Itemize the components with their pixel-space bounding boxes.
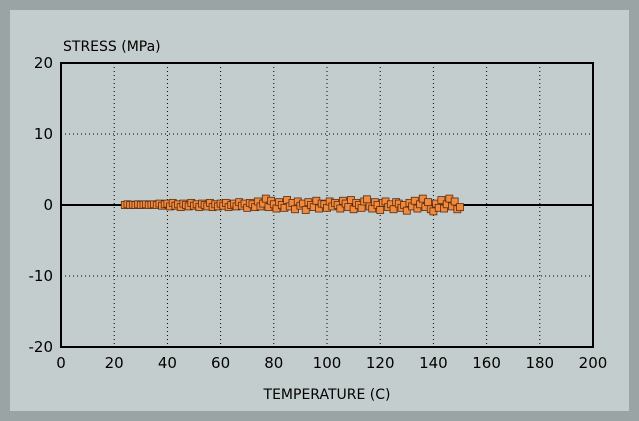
x-tick-label: 100 bbox=[313, 354, 342, 372]
data-point-marker bbox=[456, 203, 464, 212]
x-tick-label: 120 bbox=[366, 354, 395, 372]
x-tick-label: 20 bbox=[105, 354, 124, 372]
grid-lines bbox=[61, 63, 593, 347]
data-point-marker bbox=[437, 196, 446, 204]
x-tick-label: 40 bbox=[158, 354, 177, 372]
data-point-marker bbox=[357, 203, 366, 212]
y-tick-label: 20 bbox=[34, 54, 53, 72]
x-tick-label: 180 bbox=[525, 354, 554, 372]
data-markers bbox=[120, 194, 464, 216]
data-point-marker bbox=[362, 195, 371, 204]
y-tick-label: -20 bbox=[29, 338, 54, 356]
x-tick-label: 60 bbox=[211, 354, 230, 372]
y-axis-title: STRESS (MPa) bbox=[63, 39, 161, 55]
data-point-marker bbox=[450, 197, 459, 206]
y-tick-labels: 20 10 0 -10 -20 bbox=[29, 54, 54, 356]
x-tick-label: 140 bbox=[419, 354, 448, 372]
data-point-marker bbox=[424, 198, 432, 207]
data-point-marker bbox=[336, 204, 345, 213]
y-tick-label: 10 bbox=[34, 125, 53, 143]
x-tick-label: 80 bbox=[264, 354, 283, 372]
data-point-marker bbox=[402, 206, 411, 215]
x-tick-label: 160 bbox=[472, 354, 501, 372]
x-tick-labels: 0 20 40 60 80 100 120 140 160 180 200 bbox=[56, 354, 607, 372]
x-tick-label: 0 bbox=[56, 354, 66, 372]
x-tick-label: 200 bbox=[579, 354, 608, 372]
data-point-marker bbox=[376, 206, 385, 214]
data-point-marker bbox=[301, 206, 310, 214]
x-axis-title: TEMPERATURE (C) bbox=[263, 387, 391, 403]
y-tick-label: -10 bbox=[29, 267, 54, 285]
y-tick-label: 0 bbox=[43, 196, 53, 214]
